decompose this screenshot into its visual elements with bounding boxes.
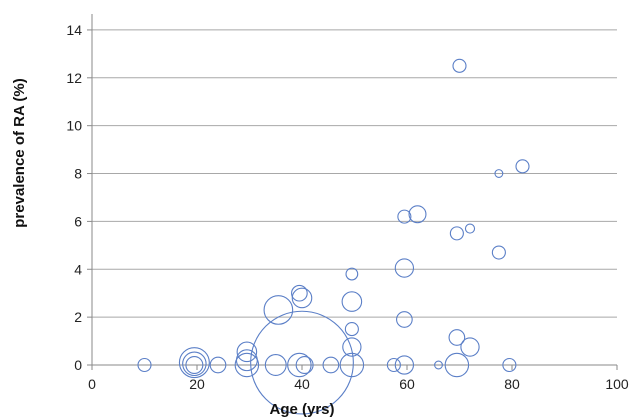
y-axis-title: prevalence of RA (%): [11, 78, 28, 227]
data-point: [322, 356, 340, 374]
data-point: [339, 352, 365, 378]
data-point: [397, 209, 412, 224]
data-points: [137, 58, 530, 415]
x-tick-label: 100: [605, 376, 629, 392]
data-point: [137, 357, 152, 373]
data-point: [460, 337, 480, 357]
data-point: [178, 347, 210, 379]
data-point: [342, 337, 362, 357]
data-point: [291, 284, 308, 302]
data-point: [408, 205, 427, 224]
data-point: [396, 311, 413, 328]
data-point: [502, 357, 517, 373]
data-point: [434, 360, 443, 370]
y-tick-label: 12: [66, 70, 82, 86]
y-tick-label: 2: [74, 309, 82, 325]
x-axis-title: Age (yrs): [269, 401, 334, 418]
y-tick-label: 10: [66, 118, 82, 134]
data-point: [250, 310, 354, 415]
data-point: [515, 159, 530, 174]
y-tick-label: 6: [74, 213, 82, 229]
data-point: [344, 322, 359, 337]
x-tick-labels: 0 20 40 60 80 100: [88, 376, 629, 392]
data-point: [235, 349, 258, 372]
x-tick-label: 40: [294, 376, 310, 392]
data-point: [185, 355, 204, 374]
data-point: [291, 287, 313, 309]
data-point: [295, 355, 314, 374]
data-point: [386, 357, 401, 373]
x-tick-label: 80: [504, 376, 520, 392]
data-point: [263, 295, 294, 325]
data-point: [264, 354, 287, 376]
data-point: [464, 223, 476, 234]
data-point: [236, 341, 258, 363]
data-point: [494, 169, 504, 178]
data-point: [234, 352, 260, 378]
data-point: [345, 267, 359, 281]
y-tick-labels: 0 2 4 6 8 10 12 14: [66, 22, 82, 373]
y-tick-label: 0: [74, 357, 82, 373]
data-point: [449, 226, 464, 241]
axes: [87, 14, 618, 370]
data-point: [394, 258, 415, 278]
data-point: [182, 351, 207, 377]
data-point: [491, 245, 506, 260]
y-tick-label: 4: [74, 261, 82, 277]
data-point: [341, 291, 363, 312]
x-tick-label: 20: [189, 376, 205, 392]
data-point: [444, 352, 470, 378]
data-point: [209, 356, 227, 374]
y-tick-label: 14: [66, 22, 82, 38]
data-point: [452, 58, 467, 73]
gridlines: [92, 29, 617, 318]
data-point: [287, 352, 312, 378]
data-point: [448, 329, 466, 346]
y-tick-label: 8: [74, 166, 82, 182]
x-tick-label: 0: [88, 376, 96, 392]
data-point: [394, 355, 415, 375]
x-tick-label: 60: [399, 376, 415, 392]
